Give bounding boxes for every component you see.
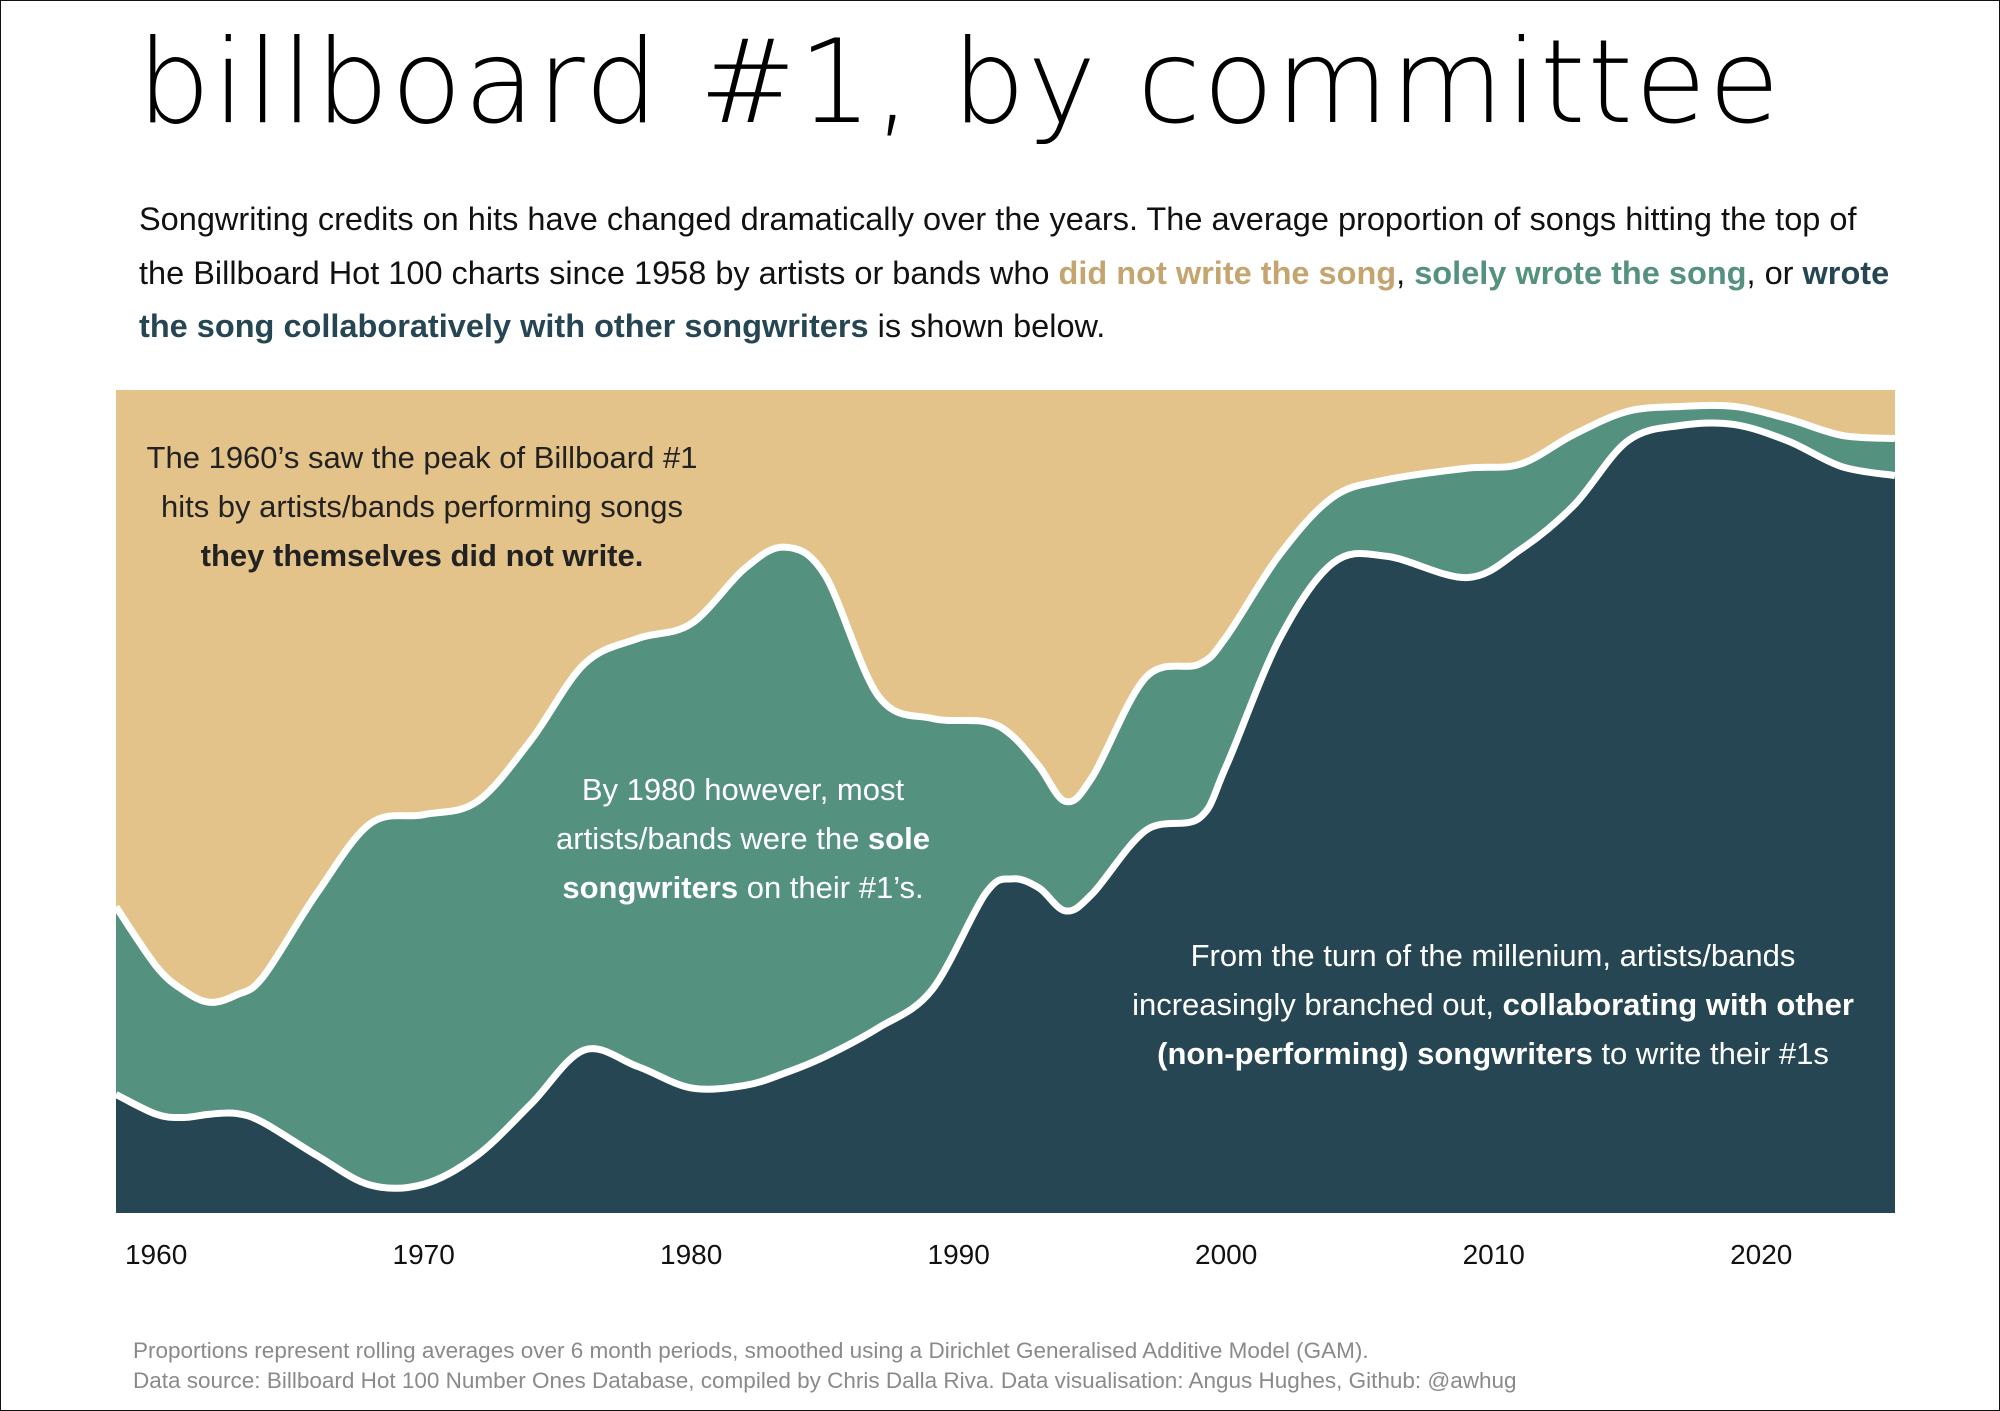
x-tick-label: 2010 bbox=[1462, 1239, 1525, 1270]
annotation-bold: (non-performing) songwriters bbox=[1157, 1036, 1593, 1071]
chart-subtitle: Songwriting credits on hits have changed… bbox=[139, 193, 1899, 354]
x-tick-label: 1960 bbox=[124, 1239, 188, 1270]
annotation-text: to write their #1s bbox=[1592, 1036, 1829, 1071]
annotation-line: increasingly branched out, collaborating… bbox=[1132, 980, 1854, 1029]
x-tick-label: 1980 bbox=[660, 1239, 723, 1270]
x-tick-label: 2020 bbox=[1730, 1239, 1793, 1270]
boundary-line-sole bbox=[113, 401, 1896, 1006]
subtitle-text: is shown below. bbox=[868, 308, 1106, 344]
legend-did-not-write: did not write the song bbox=[1058, 254, 1397, 291]
annotation-text: on their #1’s. bbox=[738, 870, 924, 905]
annotation-bold: collaborating with other bbox=[1502, 987, 1854, 1022]
x-tick-label: 1990 bbox=[927, 1239, 990, 1270]
subtitle-text: , bbox=[1396, 254, 1415, 291]
subtitle-text: Songwriting credits on hits have changed… bbox=[139, 201, 1857, 291]
annotation-bold: sole bbox=[867, 821, 930, 856]
annotation-line: By 1980 however, most bbox=[581, 772, 905, 807]
annotation-line: The 1960’s saw the peak of Billboard #1 bbox=[146, 440, 698, 475]
annotation-line: songwriters on their #1’s. bbox=[556, 863, 930, 912]
annotation-line: From the turn of the millenium, artists/… bbox=[1190, 938, 1796, 973]
chart-title: billboard #1, by committee bbox=[137, 15, 1782, 150]
annotation-bold: songwriters bbox=[562, 870, 739, 905]
footer-source-note: Data source: Billboard Hot 100 Number On… bbox=[133, 1368, 1517, 1393]
footer-notes: Proportions represent rolling averages o… bbox=[133, 1336, 1517, 1396]
annotation-line: they themselves did not write. bbox=[200, 538, 644, 573]
annotation-1960s: The 1960’s saw the peak of Billboard #1 … bbox=[147, 433, 698, 580]
area-collaborative bbox=[116, 422, 1895, 1213]
legend-collaborative: wrote the song collaboratively with othe… bbox=[139, 254, 1890, 345]
subtitle-text: , or bbox=[1746, 254, 1803, 291]
annotation-line: (non-performing) songwriters to write th… bbox=[1132, 1029, 1854, 1078]
footer-method-note: Proportions represent rolling averages o… bbox=[133, 1338, 1369, 1363]
annotation-1980: By 1980 however, most artists/bands were… bbox=[556, 765, 930, 912]
annotation-text: increasingly branched out, bbox=[1132, 987, 1503, 1022]
annotation-line: hits by artists/bands performing songs bbox=[160, 489, 684, 524]
legend-sole: solely wrote the song bbox=[1414, 254, 1747, 291]
annotation-2000s: From the turn of the millenium, artists/… bbox=[1132, 931, 1854, 1078]
annotation-line: artists/bands were the sole bbox=[556, 814, 930, 863]
x-tick-label: 1970 bbox=[392, 1239, 455, 1270]
boundary-line-collaborative bbox=[114, 419, 1896, 1192]
x-tick-label: 2000 bbox=[1195, 1239, 1258, 1270]
annotation-text: artists/bands were the bbox=[556, 821, 868, 856]
